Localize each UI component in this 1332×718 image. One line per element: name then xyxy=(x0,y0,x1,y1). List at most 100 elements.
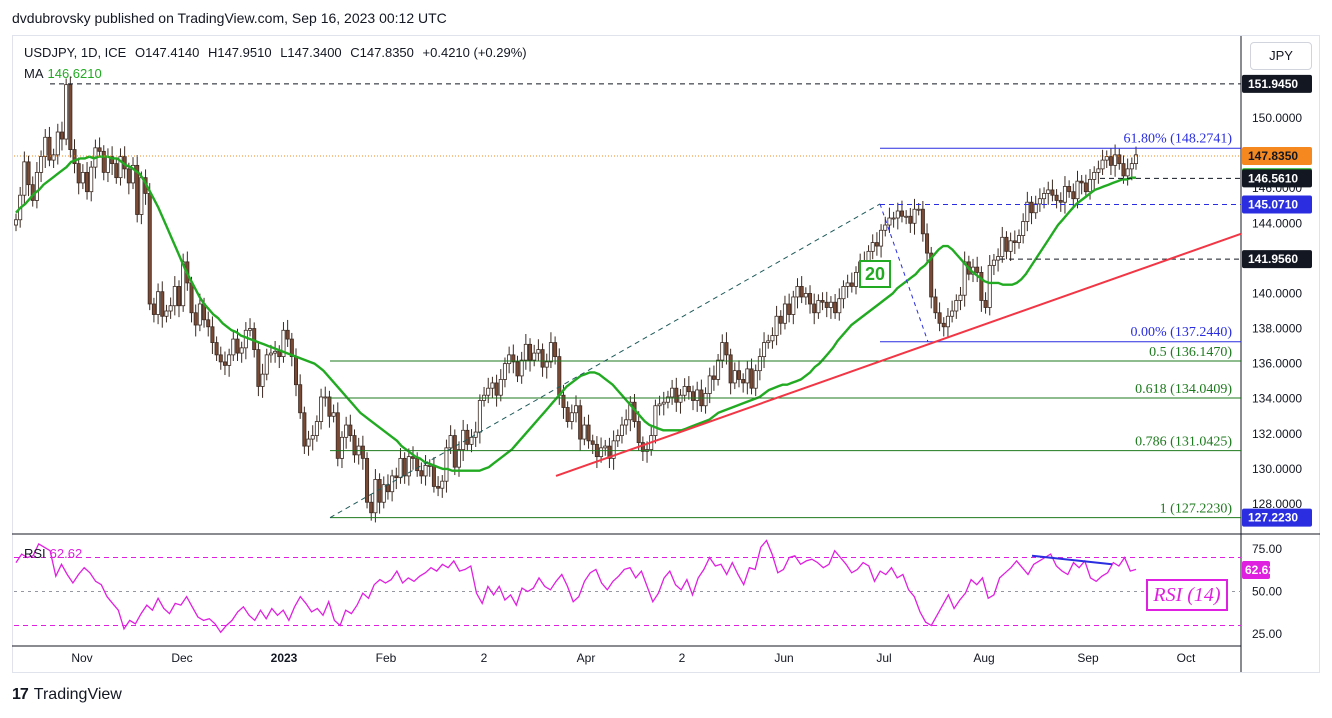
candle-body xyxy=(732,370,737,384)
candle-body xyxy=(945,315,950,328)
candle-body xyxy=(39,156,44,173)
candle-body xyxy=(114,163,119,179)
candle-body xyxy=(757,356,762,372)
candle-body xyxy=(749,368,754,389)
candle-body xyxy=(586,424,591,442)
candle-body xyxy=(837,298,842,314)
candle-body xyxy=(816,300,821,314)
price-tick-label: 138.0000 xyxy=(1252,322,1302,336)
rsi-period-box: RSI (14) xyxy=(1146,579,1228,611)
candle-body xyxy=(406,456,411,477)
candle-body xyxy=(841,286,846,300)
ma-legend[interactable]: MA 146.6210 xyxy=(24,66,102,81)
candle-body xyxy=(787,303,792,315)
chart-frame[interactable] xyxy=(12,35,1320,673)
candle-body xyxy=(557,356,562,396)
candle-body xyxy=(603,445,608,449)
candle-body xyxy=(210,326,215,343)
candle-body xyxy=(670,387,675,398)
price-tag-label: 146.5610 xyxy=(1248,171,1298,185)
candle-body xyxy=(590,440,595,445)
candle-body xyxy=(540,349,545,368)
rsi-value-tag xyxy=(1242,561,1270,580)
candle-body xyxy=(636,421,641,443)
candle-body xyxy=(950,310,955,317)
candle-body xyxy=(1012,240,1017,243)
candle-body xyxy=(415,457,420,472)
currency-button[interactable]: JPY xyxy=(1250,42,1312,70)
candle-body xyxy=(206,319,211,328)
candle-body xyxy=(628,401,633,421)
candle-body xyxy=(553,342,558,358)
candle-body xyxy=(427,464,432,467)
candle-body xyxy=(339,436,344,459)
candle-body xyxy=(1108,156,1113,166)
candle-body xyxy=(515,361,520,377)
price-tag-label: 145.0710 xyxy=(1248,197,1298,211)
tradingview-logo[interactable]: 17 TradingView xyxy=(12,686,122,704)
price-tick-label: 128.0000 xyxy=(1252,497,1302,511)
candle-body xyxy=(498,379,503,396)
rsi-value: 62.62 xyxy=(49,546,83,561)
candle-body xyxy=(369,501,374,514)
candle-body xyxy=(365,457,370,503)
candle-body xyxy=(302,412,307,447)
candle-body xyxy=(782,303,787,324)
candle-body xyxy=(373,479,378,514)
time-tick-label: Feb xyxy=(376,651,397,665)
candle-body xyxy=(724,342,729,356)
candle-body xyxy=(222,361,227,366)
candle-body xyxy=(1062,186,1067,203)
candle-body xyxy=(1033,203,1038,214)
candle-body xyxy=(440,480,445,489)
candle-body xyxy=(227,354,232,366)
candle-body xyxy=(118,156,123,179)
price-tick-label: 144.0000 xyxy=(1252,216,1302,230)
price-tick-label: 132.0000 xyxy=(1252,427,1302,441)
fib-connector-line xyxy=(879,203,929,343)
candle-body xyxy=(941,322,946,328)
candle-body xyxy=(390,475,395,493)
price-tick-label: 134.0000 xyxy=(1252,392,1302,406)
rising-trendline xyxy=(555,232,1242,477)
price-tag xyxy=(1242,195,1312,214)
candle-body xyxy=(1134,154,1139,165)
candle-body xyxy=(874,242,879,247)
candle-body xyxy=(774,315,779,336)
price-tag xyxy=(1242,169,1312,188)
rsi-tick-label: 75.00 xyxy=(1252,542,1282,556)
time-tick-label: Jul xyxy=(876,651,891,665)
candle-body xyxy=(891,217,896,220)
candle-body xyxy=(1125,168,1130,177)
candle-body xyxy=(624,419,629,426)
candle-body xyxy=(314,421,319,436)
rsi-legend[interactable]: RSI 62.62 xyxy=(24,546,82,561)
candle-body xyxy=(277,350,282,358)
candle-body xyxy=(34,171,39,201)
candle-body xyxy=(607,445,612,459)
candle-body xyxy=(126,168,131,184)
candle-body xyxy=(803,293,808,298)
candle-body xyxy=(799,286,804,298)
candle-body xyxy=(1067,186,1072,193)
candle-body xyxy=(235,338,240,354)
candle-body xyxy=(461,429,466,451)
candle-body xyxy=(833,301,838,314)
candle-body xyxy=(327,396,332,417)
symbol-name[interactable]: USDJPY, 1D, ICE xyxy=(24,45,127,60)
candle-body xyxy=(1088,179,1093,193)
candle-body xyxy=(469,436,474,445)
candle-body xyxy=(828,301,833,308)
candle-body xyxy=(22,161,27,196)
fib-extension-label: 0.786 (131.0425) xyxy=(1135,435,1232,450)
candle-body xyxy=(486,387,491,396)
rsi-divergence-line xyxy=(1031,554,1113,566)
candle-body xyxy=(1054,194,1059,201)
candle-body xyxy=(436,486,441,489)
candle-body xyxy=(444,447,449,482)
candle-body xyxy=(381,484,386,503)
candle-body xyxy=(473,431,478,438)
candle-body xyxy=(1104,156,1109,161)
time-tick-label: 2 xyxy=(481,651,488,665)
